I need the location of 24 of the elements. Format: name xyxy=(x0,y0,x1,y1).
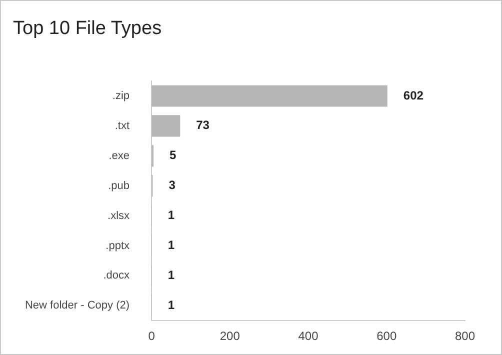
x-tick-label: 600 xyxy=(376,329,397,344)
y-tick-label: New folder - Copy (2) xyxy=(24,300,130,312)
data-label: 1 xyxy=(168,298,175,312)
bar xyxy=(152,85,388,107)
data-label: 1 xyxy=(168,208,175,222)
y-tick-label: .txt xyxy=(114,120,130,132)
x-tick-label: 200 xyxy=(220,329,240,344)
chart-title: Top 10 File Types xyxy=(13,18,162,40)
data-label: 73 xyxy=(196,118,210,132)
y-tick-label: .pub xyxy=(108,180,130,192)
y-tick-label: .xlsx xyxy=(108,210,130,222)
x-tick-label: 400 xyxy=(298,329,319,344)
data-label: 3 xyxy=(168,178,176,192)
x-tick-label: 0 xyxy=(148,329,156,344)
data-label: 5 xyxy=(169,148,176,162)
y-tick-label: .pptx xyxy=(106,240,130,252)
data-label: 1 xyxy=(168,268,175,282)
y-tick-label: .exe xyxy=(108,150,130,162)
x-tick-label: 800 xyxy=(454,329,476,344)
bar xyxy=(152,115,180,137)
data-label: 602 xyxy=(403,88,424,102)
y-tick-label: .zip xyxy=(112,90,130,102)
data-label: 1 xyxy=(168,238,175,252)
y-tick-label: .docx xyxy=(103,270,130,282)
